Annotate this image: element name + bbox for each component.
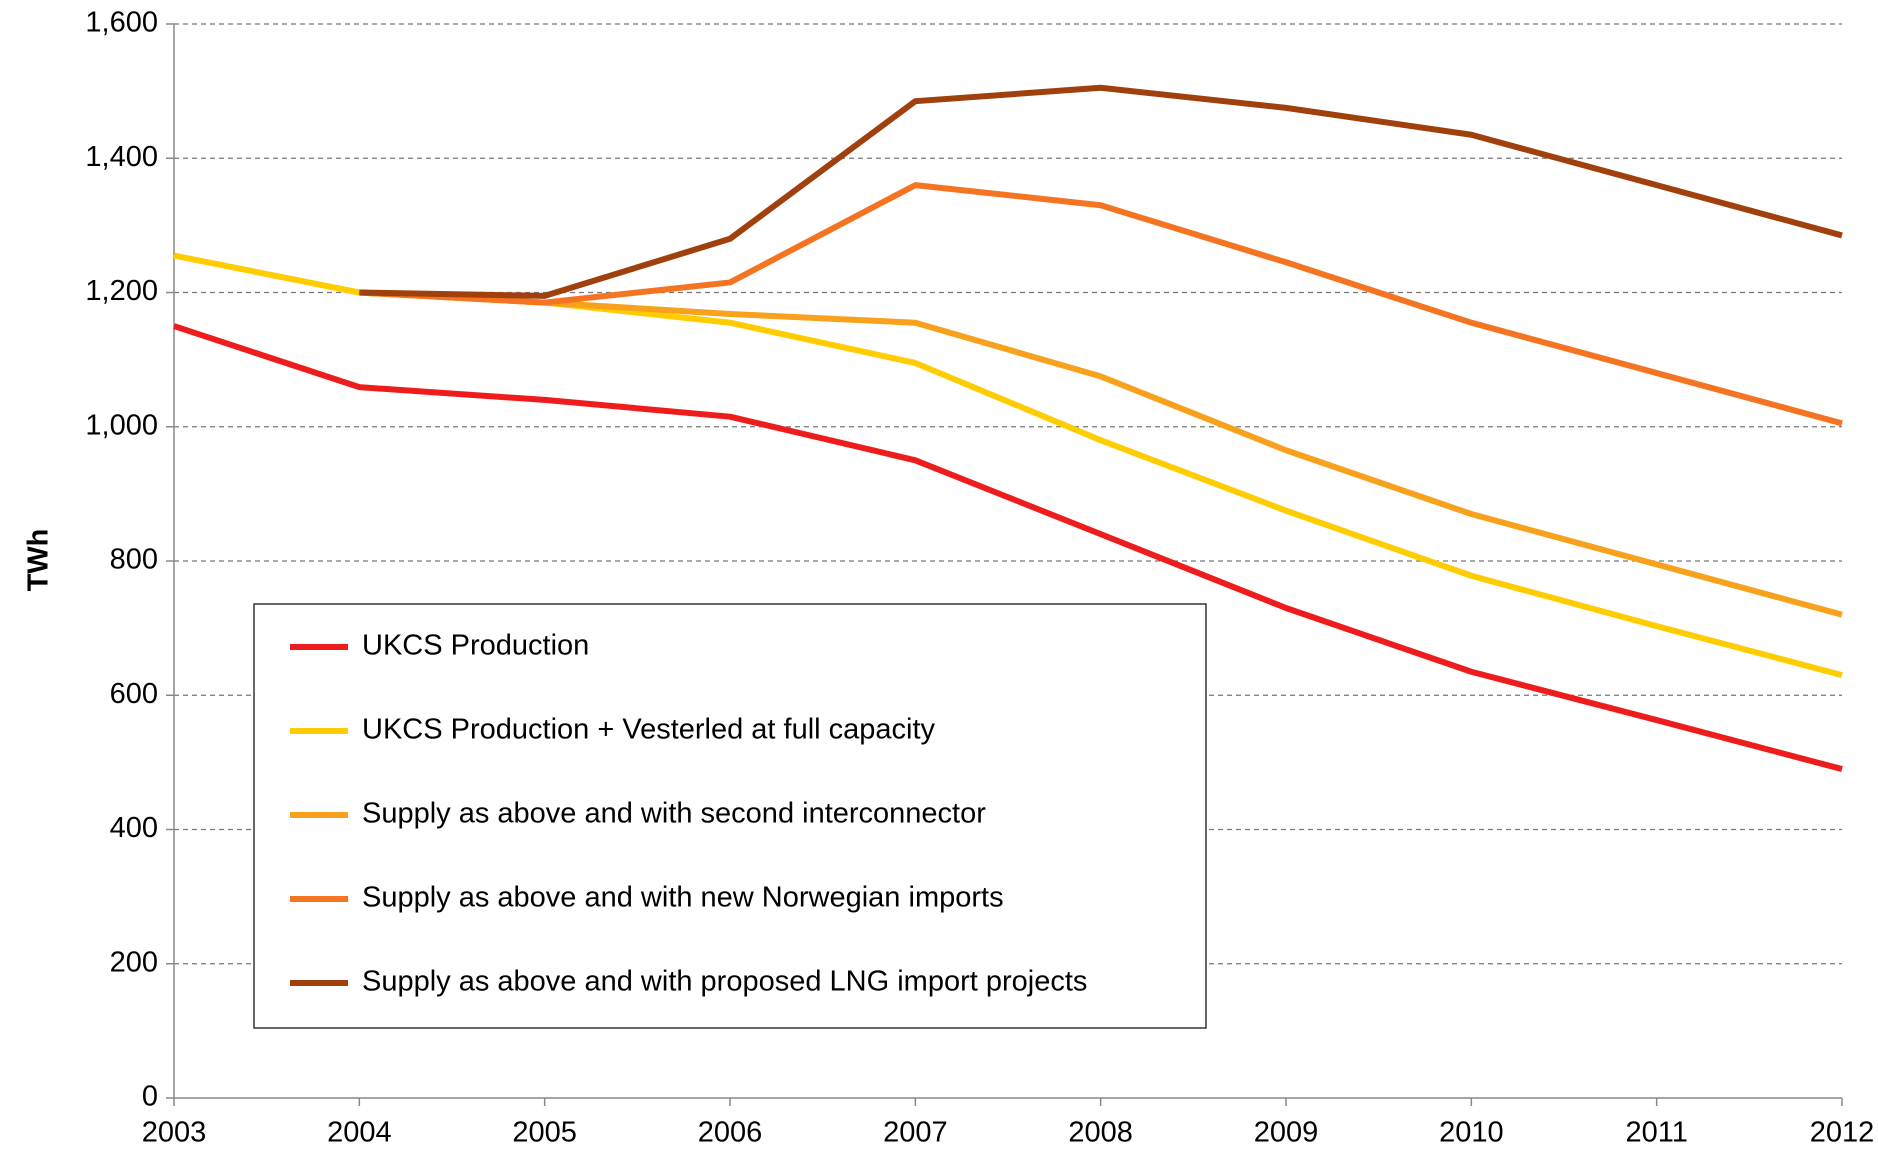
x-tick-label: 2012 xyxy=(1810,1117,1875,1149)
x-tick-label: 2010 xyxy=(1439,1117,1504,1149)
legend-box xyxy=(253,603,1207,1029)
x-tick-label: 2006 xyxy=(698,1117,763,1149)
y-tick-label: 800 xyxy=(110,544,158,576)
y-tick-label: 1,200 xyxy=(85,275,158,307)
legend-label: Supply as above and with proposed LNG im… xyxy=(362,966,1087,998)
y-tick-label: 1,600 xyxy=(85,7,158,39)
series-line xyxy=(173,323,1843,772)
x-tick-label: 2005 xyxy=(512,1117,577,1149)
y-axis-label: TWh xyxy=(23,529,55,592)
y-tick-label: 400 xyxy=(110,812,158,844)
x-tick-label: 2007 xyxy=(883,1117,948,1149)
x-tick-label: 2008 xyxy=(1068,1117,1133,1149)
series-line xyxy=(359,84,1843,299)
x-tick-label: 2004 xyxy=(327,1117,392,1149)
legend-label: Supply as above and with second intercon… xyxy=(362,798,986,830)
legend-label: UKCS Production + Vesterled at full capa… xyxy=(362,714,936,746)
x-tick-label: 2009 xyxy=(1254,1117,1319,1149)
series-line xyxy=(359,182,1843,427)
x-tick-label: 2003 xyxy=(142,1117,207,1149)
legend-label: UKCS Production xyxy=(362,630,589,662)
y-tick-label: 600 xyxy=(110,678,158,710)
legend-label: Supply as above and with new Norwegian i… xyxy=(362,882,1004,914)
x-tick-label: 2011 xyxy=(1625,1117,1687,1149)
y-tick-label: 0 xyxy=(142,1081,158,1113)
series-line xyxy=(359,289,1843,618)
y-tick-label: 1,000 xyxy=(85,409,158,441)
y-tick-label: 200 xyxy=(110,946,158,978)
y-tick-label: 1,400 xyxy=(85,141,158,173)
